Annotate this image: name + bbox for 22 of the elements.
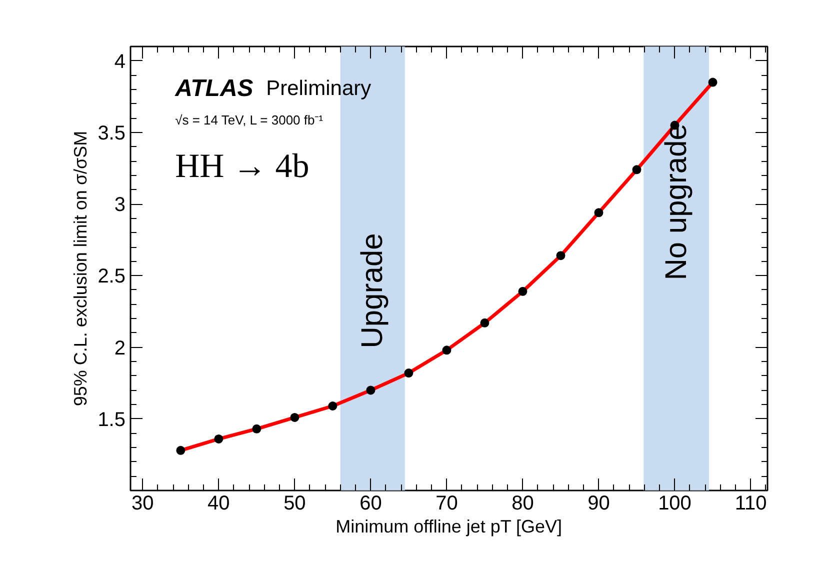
x-tick-label: 30 [132,492,154,514]
y-tick-label: 4 [114,50,126,73]
y-tick-label: 1.5 [98,408,126,431]
y-tick-label: 2 [114,337,126,360]
x-tick-label: 90 [588,492,610,514]
x-tick-label: 80 [512,492,534,514]
annotation: ATLAS Preliminary [174,75,372,102]
y-axis-title: 95% C.L. exclusion limit on σ/σSM [70,130,91,406]
x-tick-label: 40 [208,492,230,514]
y-tick-label: 3 [114,194,126,216]
y-tick-label: 3.5 [98,122,126,144]
annotation: √s = 14 TeV, L = 3000 fb⁻¹ [175,112,324,128]
x-tick-label: 50 [284,492,306,514]
x-axis-title: Minimum offline jet pT [GeV] [336,516,562,536]
x-tick-label: 100 [658,492,692,514]
x-tick-label: 110 [734,492,767,514]
y-tick-label: 2.5 [98,266,126,288]
x-tick-label: 60 [360,492,382,514]
band-label: No upgrade [660,123,693,280]
x-tick-label: 70 [436,492,458,514]
band-label: Upgrade [356,233,390,348]
annotation: HH → 4b [175,148,310,185]
